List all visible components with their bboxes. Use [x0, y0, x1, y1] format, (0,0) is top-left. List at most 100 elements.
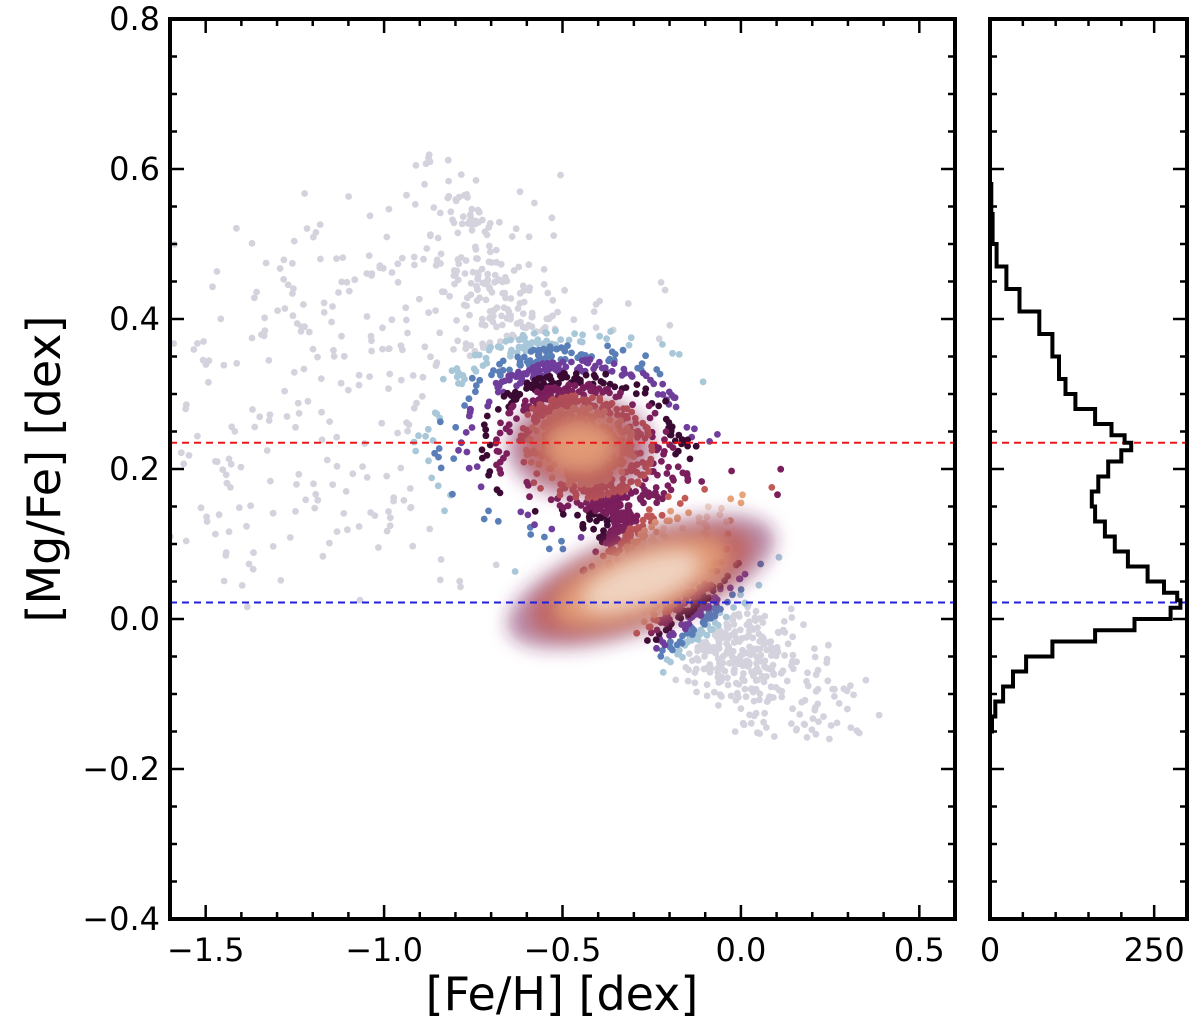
scatter-point: [605, 357, 612, 365]
scatter-point: [639, 516, 647, 524]
scatter-point: [559, 545, 567, 553]
scatter-point: [402, 304, 410, 312]
scatter-point: [826, 735, 833, 743]
scatter-point: [638, 360, 646, 368]
scatter-point: [318, 436, 326, 444]
scatter-point: [558, 537, 565, 545]
scatter-point: [844, 705, 851, 713]
scatter-point: [672, 403, 680, 411]
scatter-point: [194, 340, 201, 347]
scatter-point: [403, 191, 410, 199]
scatter-point: [812, 730, 820, 738]
scatter-point: [657, 652, 665, 660]
scatter-point: [769, 661, 777, 669]
y-tick-label: 0.8: [109, 0, 160, 38]
scatter-point: [592, 374, 599, 381]
scatter-point: [684, 442, 691, 450]
scatter-point: [685, 650, 693, 657]
scatter-point: [295, 410, 303, 417]
scatter-point: [550, 232, 558, 240]
scatter-point: [220, 361, 228, 369]
scatter-point: [554, 308, 561, 316]
scatter-point: [421, 180, 428, 188]
scatter-point: [808, 726, 816, 734]
scatter-point: [476, 351, 483, 359]
marginal-histogram-panel: 0 250: [980, 17, 1189, 969]
scatter-point: [311, 504, 319, 512]
scatter-point: [561, 286, 568, 294]
scatter-point: [340, 352, 348, 360]
scatter-point: [300, 301, 307, 308]
scatter-point: [862, 676, 870, 684]
scatter-point: [753, 665, 761, 672]
scatter-point: [480, 515, 488, 523]
x-tick-label: −1.0: [345, 931, 423, 969]
scatter-point: [485, 346, 493, 354]
scatter-point: [685, 509, 692, 517]
y-tick-label: 0.0: [109, 600, 160, 638]
scatter-point: [467, 342, 475, 349]
scatter-point: [383, 233, 391, 241]
scatter-point: [251, 294, 258, 302]
scatter-point: [266, 411, 274, 419]
scatter-point: [450, 346, 457, 353]
scatter-point: [761, 709, 768, 717]
scatter-point: [811, 645, 818, 652]
scatter-point: [243, 603, 251, 611]
scatter-point: [663, 656, 671, 663]
scatter-point: [368, 347, 375, 355]
scatter-point: [647, 629, 655, 637]
scatter-point: [274, 307, 281, 314]
scatter-point: [190, 346, 198, 353]
scatter-point: [654, 391, 662, 398]
scatter-point: [835, 700, 843, 707]
scatter-point: [688, 657, 696, 664]
scatter-point: [737, 499, 745, 507]
scatter-point: [494, 517, 502, 525]
scatter-point: [750, 697, 758, 705]
scatter-point: [699, 378, 707, 386]
scatter-point: [709, 644, 717, 651]
scatter-point: [684, 477, 692, 484]
scatter-point: [305, 328, 313, 336]
scatter-point: [182, 405, 190, 413]
scatter-point: [634, 478, 642, 486]
scatter-point: [768, 484, 776, 491]
scatter-point: [326, 539, 333, 547]
scatter-point: [523, 385, 530, 392]
scatter-point: [526, 493, 533, 501]
scatter-point: [281, 305, 289, 312]
scatter-point: [534, 340, 542, 348]
scatter-point: [502, 294, 509, 302]
scatter-point: [549, 296, 557, 304]
scatter-point: [525, 261, 533, 269]
scatter-point: [205, 378, 212, 386]
scatter-point: [715, 679, 723, 686]
scatter-point: [450, 455, 458, 462]
scatter-point: [457, 583, 464, 591]
scatter-point: [219, 466, 227, 473]
scatter-point: [655, 335, 663, 343]
scatter-point: [485, 242, 493, 250]
scatter-point: [486, 468, 494, 475]
scatter-point: [463, 448, 471, 456]
scatter-point: [449, 490, 456, 498]
scatter-point: [739, 675, 746, 682]
scatter-point: [724, 681, 732, 689]
scatter-point: [500, 393, 508, 400]
scatter-point: [561, 347, 569, 355]
scatter-point: [368, 337, 375, 345]
scatter-point: [568, 358, 575, 366]
scatter-point: [775, 553, 783, 561]
scatter-point: [281, 387, 288, 395]
scatter-point: [329, 303, 336, 310]
scatter-point: [472, 382, 480, 389]
scatter-point: [197, 504, 205, 512]
scatter-point: [659, 391, 667, 398]
scatter-point: [317, 255, 324, 263]
scatter-point: [495, 448, 503, 455]
scatter-point: [383, 472, 391, 480]
scatter-point: [436, 418, 444, 426]
scatter-point: [437, 464, 445, 472]
